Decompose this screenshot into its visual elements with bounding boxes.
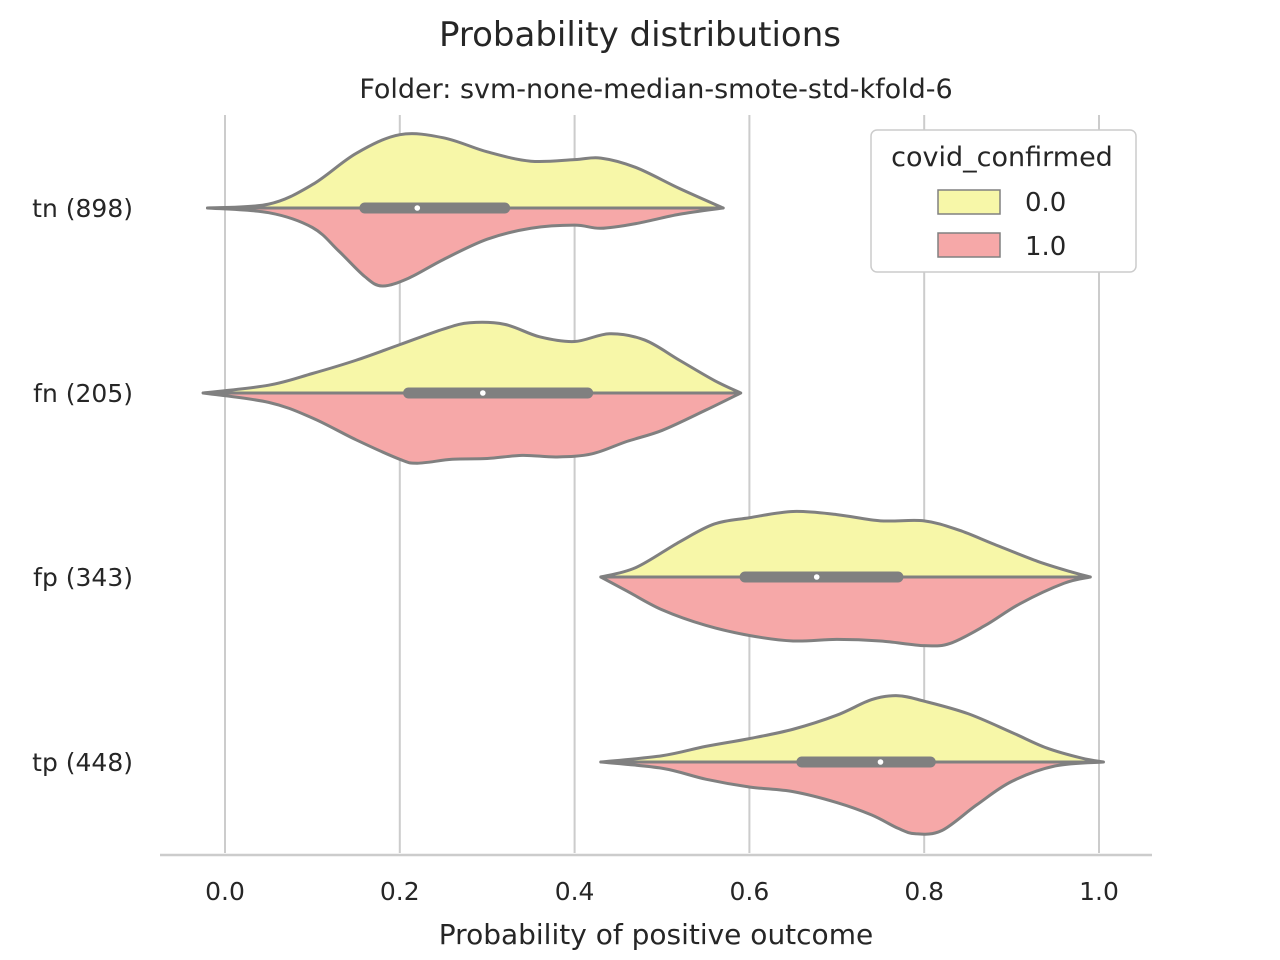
violins [201, 132, 1105, 836]
violin-upper-3 [599, 694, 1105, 764]
violin-lower-3 [599, 760, 1105, 836]
y-axis-labels: tn (898) fn (205) fp (343) tp (448) [32, 194, 133, 777]
violin-median-3 [877, 759, 884, 765]
x-tick-label-2: 0.4 [555, 877, 595, 906]
violin-lower-1 [201, 391, 743, 465]
y-tick-label-3: tp (448) [32, 748, 133, 777]
violin-1 [201, 320, 743, 465]
violin-3 [599, 694, 1105, 836]
violin-0 [206, 132, 725, 288]
x-axis-label: Probability of positive outcome [439, 918, 873, 951]
violin-median-0 [414, 205, 421, 211]
chart-title: Probability distributions [439, 15, 841, 55]
x-axis: 0.0 0.2 0.4 0.6 0.8 1.0 [160, 853, 1152, 906]
violin-median-2 [813, 574, 820, 580]
x-tick-label-4: 0.8 [904, 877, 944, 906]
legend-swatch-1 [937, 232, 1001, 258]
violin-lower-0 [206, 206, 725, 288]
x-tick-label-1: 0.2 [380, 877, 420, 906]
y-tick-label-1: fn (205) [33, 379, 133, 408]
legend-title: covid_confirmed [891, 142, 1113, 173]
violin-2 [599, 509, 1092, 648]
violin-upper-1 [201, 320, 743, 395]
chart-subtitle: Folder: svm-none-median-smote-std-kfold-… [359, 74, 952, 105]
y-tick-label-0: tn (898) [32, 194, 133, 223]
legend-swatch-0 [937, 189, 1001, 215]
legend-label-1: 1.0 [1025, 232, 1066, 262]
y-tick-label-2: fp (343) [33, 563, 133, 592]
violin-upper-2 [599, 509, 1092, 579]
violin-upper-0 [206, 132, 725, 210]
legend-label-0: 0.0 [1025, 188, 1066, 218]
x-tick-label-3: 0.6 [730, 877, 770, 906]
legend: covid_confirmed 0.0 1.0 [870, 129, 1137, 273]
violin-lower-2 [599, 575, 1092, 648]
x-tick-label-5: 1.0 [1079, 877, 1119, 906]
x-tick-label-0: 0.0 [205, 877, 245, 906]
violin-median-1 [480, 390, 486, 396]
